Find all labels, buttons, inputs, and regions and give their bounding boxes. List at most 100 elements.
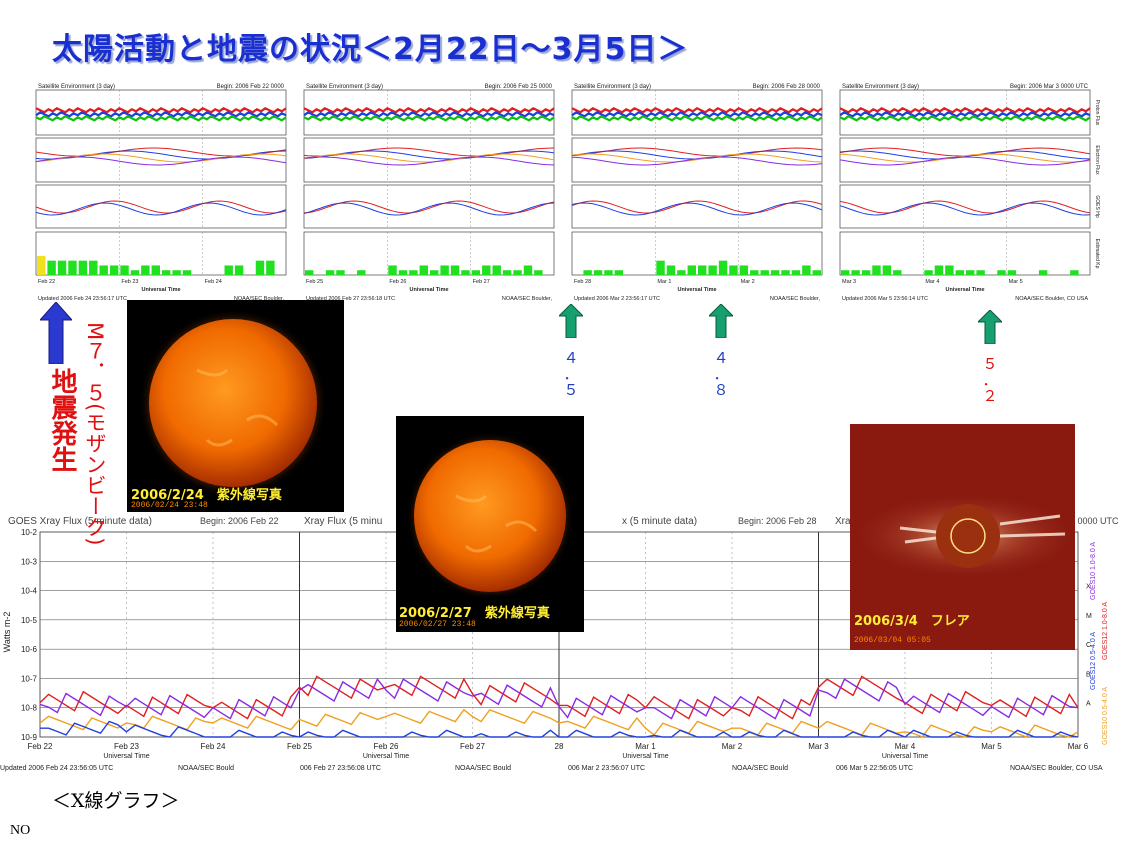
x-tick-label: Feb 23 bbox=[121, 279, 138, 285]
kp-bar bbox=[388, 265, 397, 275]
x-tick-label: Feb 27 bbox=[473, 279, 490, 285]
magnitude-digit: ５ bbox=[563, 382, 579, 399]
kp-bar bbox=[419, 265, 428, 275]
kp-bar bbox=[677, 270, 686, 275]
kp-bar bbox=[583, 270, 592, 275]
updated-label: 006 Mar 2 23:56:07 UTC bbox=[568, 765, 645, 772]
kp-bar bbox=[141, 265, 150, 275]
subplot-frame bbox=[839, 89, 1091, 136]
kp-bar bbox=[656, 260, 665, 275]
right-axis-label: GOES Hp bbox=[1094, 195, 1100, 217]
magnitude-label: ４ ． ８ bbox=[711, 346, 731, 404]
kp-bar bbox=[482, 265, 491, 275]
credit-label: NOAA/SEC Boulder, bbox=[234, 296, 285, 302]
kp-bar bbox=[37, 255, 46, 275]
panel-header: Satellite Environment (3 day) bbox=[38, 84, 115, 90]
photo-timestamp: 2006/02/24 23:48 bbox=[131, 501, 208, 510]
kp-bar bbox=[812, 270, 821, 275]
kp-bar bbox=[924, 270, 933, 275]
goes-hp-series bbox=[35, 200, 287, 214]
legend-entry: GOES10 0.5-4.0 A bbox=[1102, 687, 1109, 745]
proton-flux-series bbox=[303, 115, 555, 122]
kp-bar bbox=[440, 265, 449, 275]
kp-bar bbox=[708, 265, 717, 275]
electron-flux-series bbox=[571, 147, 823, 157]
x-tick-label: Mar 4 bbox=[925, 279, 939, 285]
x-tick-label: Mar 3 bbox=[808, 742, 829, 751]
panel-header: Satellite Environment (3 day) bbox=[842, 84, 919, 90]
kp-bar bbox=[750, 270, 759, 275]
kp-bar bbox=[182, 270, 192, 275]
proton-flux-series bbox=[571, 111, 823, 118]
proton-flux-series bbox=[839, 107, 1091, 114]
x-tick-label: Mar 4 bbox=[895, 742, 916, 751]
x-tick-label: Feb 23 bbox=[114, 742, 139, 751]
kp-bar bbox=[513, 270, 522, 275]
legend-entry: GOES12 0.5-4.0 A bbox=[1090, 632, 1097, 690]
kp-bar bbox=[78, 260, 88, 275]
x-axis-label: Universal Time bbox=[141, 287, 180, 293]
main-earthquake-magnitude: M７．５(モザンビーク) bbox=[83, 322, 107, 546]
kp-bar bbox=[266, 260, 275, 275]
updated-label: Updated 2006 Mar 5 23:56:14 UTC bbox=[842, 296, 928, 302]
y-tick-label: 10-2 bbox=[21, 528, 38, 537]
x-tick-label: Feb 22 bbox=[38, 279, 55, 285]
photo-timestamp: 2006/03/04 05:05 bbox=[854, 636, 931, 645]
kp-bar bbox=[109, 265, 119, 275]
updated-label: NOAA/SEC Bould bbox=[732, 765, 788, 772]
legend-entry: GOES12 1.0-8.0 A bbox=[1102, 602, 1109, 660]
x-tick-label: Feb 24 bbox=[201, 742, 226, 751]
x-axis-label: Universal Time bbox=[103, 753, 149, 760]
kp-bar bbox=[305, 270, 314, 275]
magnitude-digit: ８ bbox=[713, 382, 729, 399]
subplot-frame bbox=[35, 184, 287, 229]
x-tick-label: Mar 3 bbox=[842, 279, 856, 285]
proton-flux-series bbox=[303, 111, 555, 118]
kp-bar bbox=[398, 270, 408, 275]
kp-bar bbox=[409, 270, 418, 275]
x-tick-label: Feb 24 bbox=[205, 279, 222, 285]
kp-bar bbox=[770, 270, 780, 275]
kp-bar bbox=[47, 260, 56, 275]
coronagraph-image bbox=[860, 496, 1070, 576]
credit-label: NOAA/SEC Boulder, bbox=[770, 296, 821, 302]
panel-header: Satellite Environment (3 day) bbox=[574, 84, 651, 90]
kp-bar bbox=[120, 265, 129, 275]
magnitude-label: ４ ． ５ bbox=[561, 346, 581, 404]
electron-flux-series bbox=[571, 153, 823, 163]
x-tick-label: Mar 1 bbox=[635, 742, 656, 751]
proton-flux-series bbox=[35, 115, 287, 122]
goes-hp-series bbox=[35, 202, 287, 216]
kp-bar bbox=[99, 265, 108, 275]
subplot-frame bbox=[839, 231, 1091, 276]
electron-flux-series bbox=[35, 153, 287, 163]
subplot-frame bbox=[35, 231, 287, 276]
kp-bar bbox=[461, 270, 470, 275]
proton-flux-series bbox=[35, 107, 287, 114]
panel-begin: Begin: 2006 Feb 28 0000 bbox=[753, 84, 821, 90]
xray-begin-label: Begin: 2006 Feb 28 bbox=[738, 516, 817, 526]
kp-bar bbox=[882, 265, 892, 275]
flare-class-label: M bbox=[1086, 613, 1092, 620]
right-axis-label: Proton Flux bbox=[1094, 100, 1100, 126]
satellite-environment-panels: Satellite Environment (3 day) Begin: 2006… bbox=[35, 84, 1100, 302]
x-tick-label: Feb 28 bbox=[574, 279, 591, 285]
satellite-panel: Satellite Environment (3 day) Begin: 2006… bbox=[839, 84, 1100, 302]
subplot-frame bbox=[839, 137, 1091, 183]
kp-bar bbox=[68, 260, 77, 275]
kp-bar bbox=[325, 270, 335, 275]
kp-bar bbox=[255, 260, 265, 275]
electron-flux-series bbox=[35, 156, 287, 166]
flare-class-label: X bbox=[1086, 584, 1091, 591]
x-tick-label: Mar 1 bbox=[657, 279, 671, 285]
event-arrow-up bbox=[559, 304, 583, 338]
legend-entry: GOES10 1.0-8.0 A bbox=[1090, 542, 1097, 600]
kp-bar bbox=[336, 270, 345, 275]
xray-series-line bbox=[39, 677, 1079, 720]
kp-bar bbox=[162, 270, 171, 275]
sun-uv-photo-feb27: 2006/2/27 紫外線写真 2006/02/27 23:48 bbox=[396, 416, 584, 632]
photo-caption: 2006/2/24 紫外線写真 bbox=[131, 488, 282, 503]
xray-title-fragment: x (5 minute data) bbox=[622, 516, 697, 527]
xray-begin-label: Begin: 2006 Feb 22 bbox=[200, 516, 279, 526]
photo-caption: 2006/3/4 フレア bbox=[854, 614, 970, 629]
